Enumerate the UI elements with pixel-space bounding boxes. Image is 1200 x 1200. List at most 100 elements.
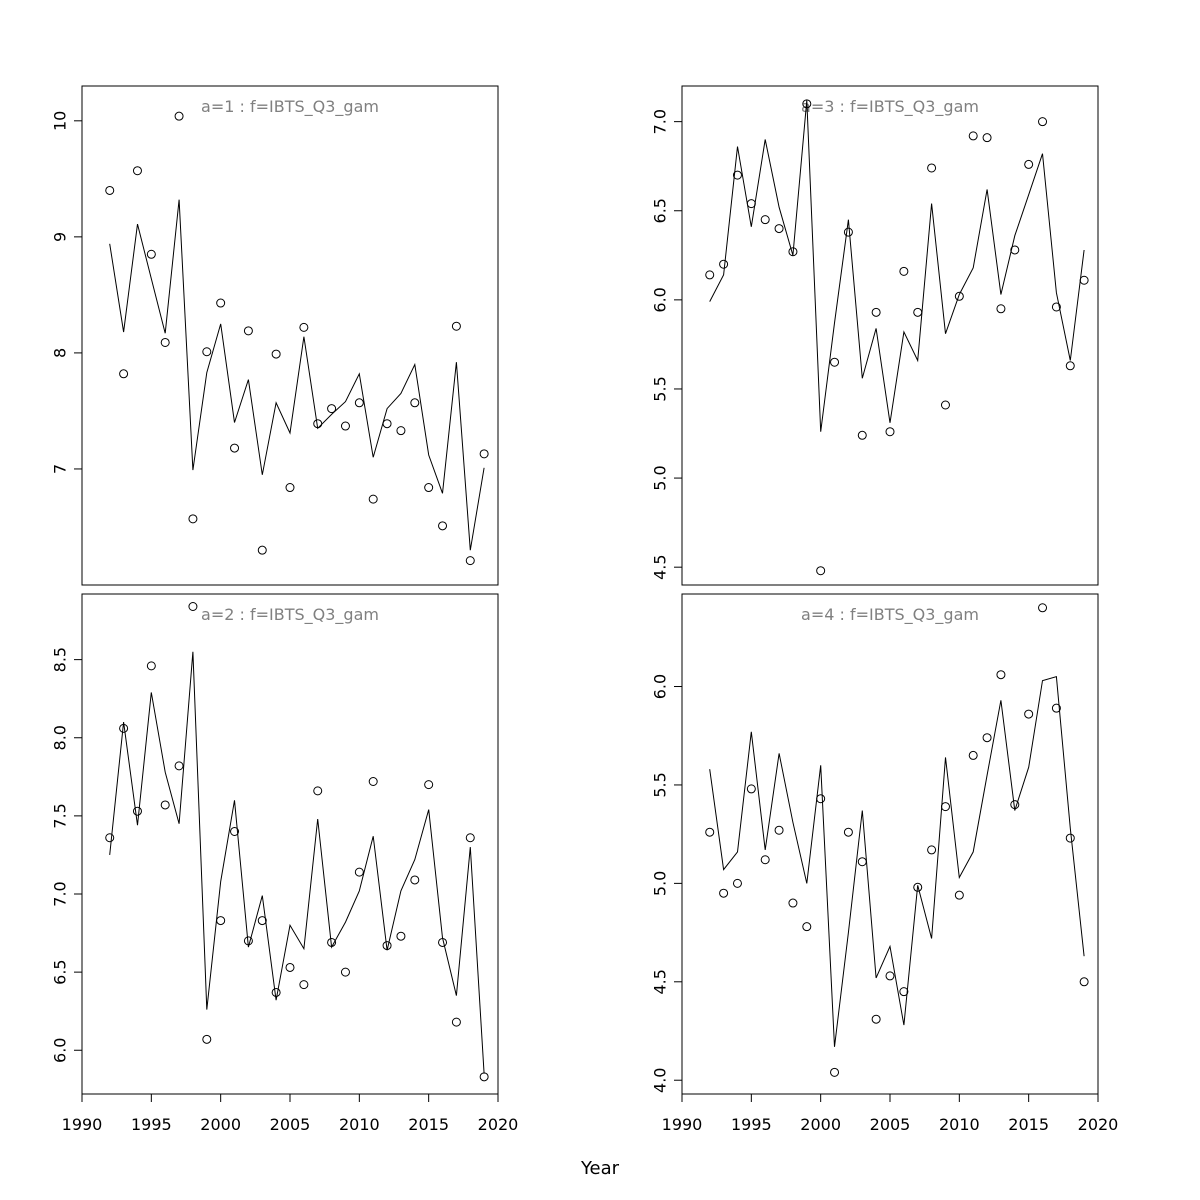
observed-point (160, 337, 170, 347)
observed-point (705, 270, 715, 280)
observed-point (368, 494, 378, 504)
observed-point (857, 857, 867, 867)
panel-title: a=3 : f=IBTS_Q3_gam (801, 97, 979, 117)
y-tick-label: 4.0 (651, 1067, 670, 1092)
observed-point (216, 916, 226, 926)
panel-2: a=3 : f=IBTS_Q3_gam 4.5 5.0 5.5 6.0 6.5 7.0 (651, 85, 1099, 586)
observed-point (479, 449, 489, 459)
observed-point (1038, 603, 1048, 613)
observed-point (871, 1014, 881, 1024)
observed-point (174, 761, 184, 771)
fitted-line (109, 651, 485, 1074)
observed-point (188, 514, 198, 524)
observed-point (299, 322, 309, 332)
y-tick-label: 5.5 (651, 376, 670, 401)
x-tick-label: 2005 (870, 1115, 911, 1134)
observed-point (899, 987, 909, 997)
observed-point (885, 971, 895, 981)
plot-frame (681, 85, 1099, 586)
y-tick-label: 9 (51, 232, 70, 242)
observed-point (146, 661, 156, 671)
observed-point (451, 1017, 461, 1027)
observed-point (271, 349, 281, 359)
y-tick-label: 7 (51, 464, 70, 474)
observed-point (438, 521, 448, 531)
observed-point (1051, 302, 1061, 312)
observed-point (243, 936, 253, 946)
observed-point (327, 937, 337, 947)
observed-point (424, 780, 434, 790)
observed-point (1024, 709, 1034, 719)
observed-point (354, 398, 364, 408)
observed-point (1024, 159, 1034, 169)
observed-point (479, 1072, 489, 1082)
observed-point (1065, 361, 1075, 371)
y-tick-label: 8 (51, 348, 70, 358)
observed-point (202, 1034, 212, 1044)
observed-point (132, 166, 142, 176)
y-tick-label: 7.0 (651, 109, 670, 134)
observed-point (313, 786, 323, 796)
x-tick-label: 1990 (62, 1115, 103, 1134)
observed-point (188, 602, 198, 611)
observed-point (746, 784, 756, 794)
y-tick-label: 4.5 (651, 969, 670, 994)
observed-point (705, 827, 715, 837)
x-tick-label: 2015 (1008, 1115, 1049, 1134)
observed-point (968, 131, 978, 141)
observed-point (732, 170, 742, 180)
observed-point (285, 483, 295, 493)
y-tick-label: 4.5 (651, 554, 670, 579)
observed-point (368, 777, 378, 786)
observed-point (1079, 275, 1089, 285)
panel-1: a=1 : f=IBTS_Q3_gam 7 8 9 10 (51, 85, 499, 586)
observed-point (202, 347, 212, 357)
observed-point (830, 357, 840, 367)
observed-point (1038, 117, 1048, 127)
observed-point (788, 247, 798, 257)
observed-point (438, 937, 448, 947)
observed-point (105, 185, 115, 195)
observed-point (382, 419, 392, 429)
observed-point (313, 419, 323, 429)
observed-point (382, 941, 392, 951)
observed-point (174, 111, 184, 121)
observed-point (1010, 245, 1020, 255)
panel-3: a=2 : f=IBTS_Q3_gam 6.0 6.5 7.0 7.5 8.0 8.5 199… (51, 593, 518, 1134)
observed-point (410, 875, 420, 885)
observed-point (802, 922, 812, 932)
y-tick-label: 5.0 (651, 465, 670, 490)
x-tick-label: 2000 (200, 1115, 241, 1134)
observed-point (788, 898, 798, 908)
observed-point (1010, 800, 1020, 810)
y-tick-label: 7.5 (51, 803, 70, 828)
observed-point (396, 426, 406, 436)
observed-point (996, 670, 1006, 680)
observed-point (774, 825, 784, 835)
observed-point (816, 794, 826, 804)
observed-point (340, 421, 350, 431)
observed-point (996, 304, 1006, 314)
observed-point (954, 291, 964, 301)
observed-point (354, 867, 364, 877)
y-tick-label: 6.5 (51, 959, 70, 984)
observed-point (719, 259, 729, 269)
x-tick-label: 2005 (270, 1115, 311, 1134)
x-axis-label: Year (580, 1158, 620, 1179)
observed-point (719, 888, 729, 898)
y-tick-label: 8.0 (51, 725, 70, 750)
panel-4: a=4 : f=IBTS_Q3_gam 4.0 4.5 5.0 5.5 6.0 1990 19… (651, 593, 1118, 1134)
x-tick-label: 1995 (131, 1115, 172, 1134)
y-tick-label: 6.0 (51, 1038, 70, 1063)
observed-point (940, 802, 950, 812)
observed-point (760, 215, 770, 225)
observed-point (465, 556, 475, 566)
observed-point (285, 962, 295, 972)
observed-point (774, 224, 784, 234)
observed-point (899, 266, 909, 276)
observed-point (243, 326, 253, 336)
x-tick-label: 2010 (339, 1115, 380, 1134)
observed-point (982, 133, 992, 143)
y-tick-label: 10 (51, 111, 70, 131)
